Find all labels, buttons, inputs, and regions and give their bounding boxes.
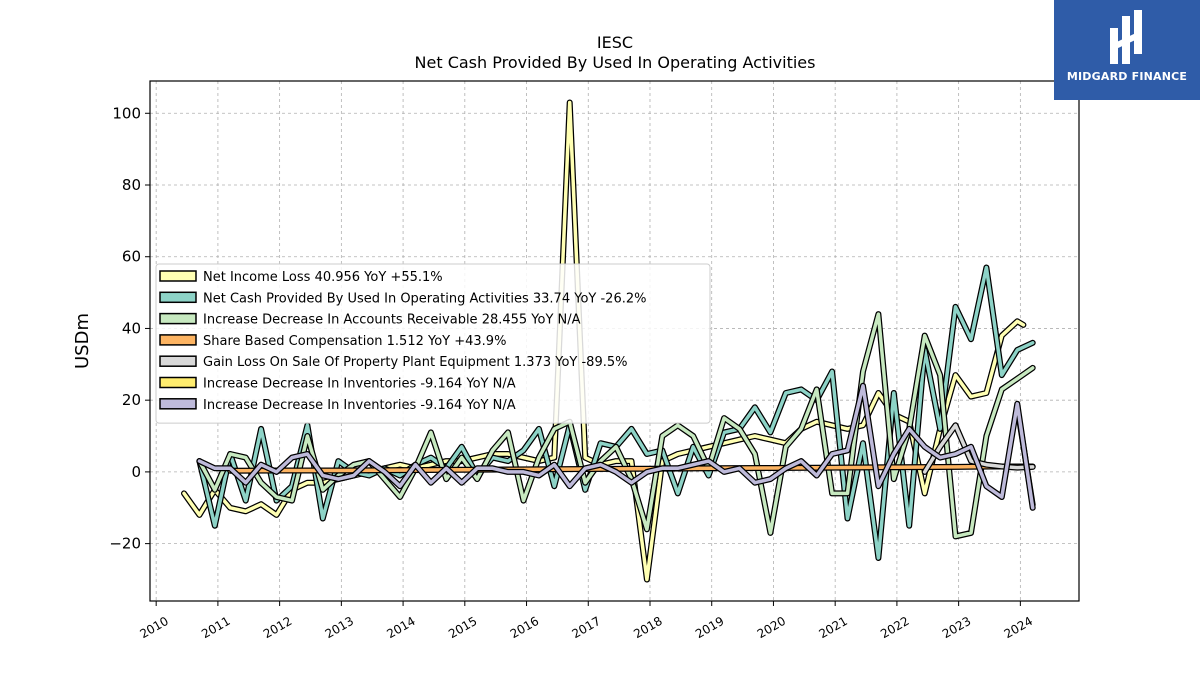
x-tick-label: 2013 bbox=[323, 614, 356, 641]
brand-logo: MIDGARD FINANCE bbox=[1054, 0, 1200, 100]
legend-swatch bbox=[159, 291, 197, 304]
legend-swatch bbox=[159, 312, 197, 325]
legend-box bbox=[155, 263, 711, 424]
legend-swatch bbox=[159, 355, 197, 367]
y-tick-label: 20 bbox=[122, 391, 141, 409]
legend-entry: Increase Decrease In Inventories -9.164 … bbox=[203, 377, 516, 392]
x-tick-label: 2018 bbox=[631, 614, 664, 641]
x-tick-label: 2023 bbox=[940, 614, 973, 641]
x-tick-label: 2020 bbox=[755, 614, 788, 641]
series-line-increase-decrease-in-inventories bbox=[197, 384, 1035, 510]
y-tick-label: 0 bbox=[131, 463, 141, 481]
x-tick-label: 2019 bbox=[693, 614, 726, 641]
series-line-increase-decrease-in-accounts-receivable bbox=[197, 312, 1035, 539]
legend-entry: Gain Loss On Sale Of Property Plant Equi… bbox=[203, 355, 627, 370]
y-tick-label: 80 bbox=[122, 176, 141, 194]
y-tick-label: 100 bbox=[112, 104, 141, 122]
brand-logo-text: MIDGARD FINANCE bbox=[1066, 70, 1188, 83]
x-tick-label: 2012 bbox=[261, 614, 294, 641]
legend-swatch bbox=[159, 270, 197, 282]
legend-swatch bbox=[159, 334, 197, 346]
x-tick-label: 2014 bbox=[384, 614, 417, 641]
chart-title: IESC bbox=[597, 33, 633, 52]
legend: Net Income Loss 40.956 YoY +55.1% Net Cas… bbox=[155, 263, 711, 424]
y-axis-label: USDm bbox=[72, 313, 93, 369]
legend-entry: Share Based Compensation 1.512 YoY +43.9… bbox=[203, 334, 506, 349]
x-tick-label: 2017 bbox=[570, 614, 603, 641]
y-tick-label: 40 bbox=[122, 319, 141, 337]
legend-entry: Increase Decrease In Accounts Receivable… bbox=[203, 313, 581, 328]
series-group bbox=[181, 99, 1036, 583]
x-tick-label: 2024 bbox=[1002, 614, 1035, 641]
legend-entry: Net Cash Provided By Used In Operating A… bbox=[203, 291, 646, 306]
legend-entry: Increase Decrease In Inventories -9.164 … bbox=[203, 398, 516, 413]
legend-entry: Net Income Loss 40.956 YoY +55.1% bbox=[203, 270, 443, 285]
y-tick-label: 60 bbox=[122, 248, 141, 266]
x-tick-label: 2021 bbox=[816, 614, 849, 641]
x-tick-label: 2022 bbox=[878, 614, 911, 641]
x-tick-label: 2011 bbox=[199, 614, 232, 641]
chart-subtitle: Net Cash Provided By Used In Operating A… bbox=[415, 53, 816, 72]
brand-logo-icon bbox=[1110, 10, 1142, 64]
plot-frame bbox=[149, 80, 1080, 602]
legend-swatch bbox=[159, 376, 197, 389]
x-tick-label: 2010 bbox=[137, 614, 170, 641]
legend-swatch bbox=[159, 398, 197, 410]
y-tick-label: −20 bbox=[109, 535, 141, 553]
x-tick-label: 2016 bbox=[508, 614, 541, 641]
x-tick-label: 2015 bbox=[446, 614, 479, 641]
